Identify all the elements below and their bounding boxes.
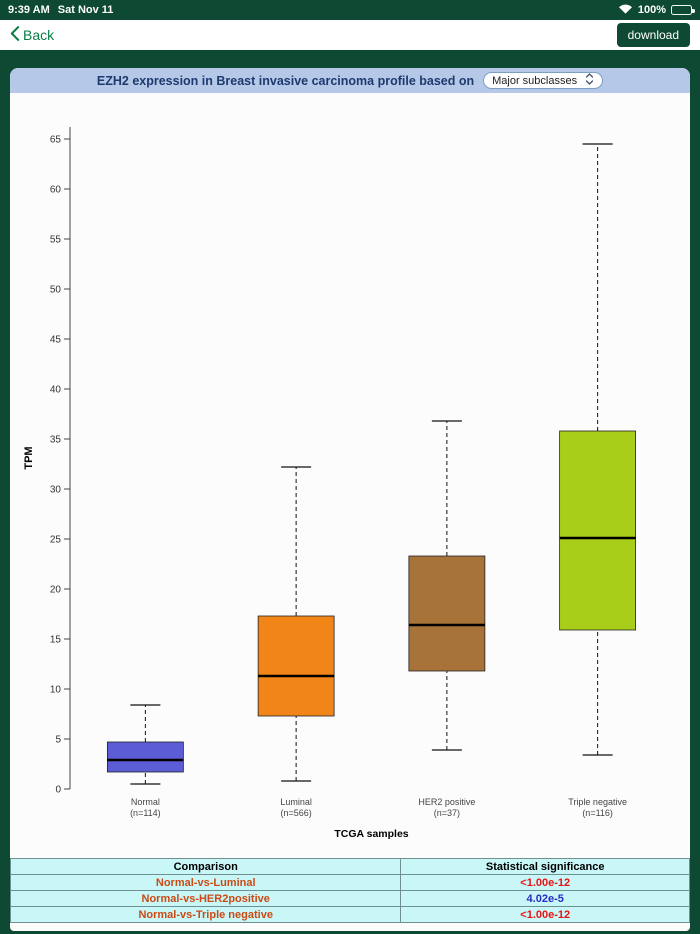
- table-row: Normal-vs-Luminal <1.00e-12: [10, 874, 690, 891]
- svg-text:0: 0: [55, 785, 61, 796]
- svg-text:20: 20: [50, 585, 62, 596]
- svg-text:(n=566): (n=566): [280, 808, 311, 818]
- svg-text:50: 50: [50, 285, 62, 296]
- table-row: Normal-vs-HER2positive 4.02e-5: [10, 890, 690, 907]
- chart-title: EZH2 expression in Breast invasive carci…: [96, 73, 475, 88]
- content-panel: EZH2 expression in Breast invasive carci…: [10, 68, 690, 931]
- dropdown-value: Major subclasses: [492, 74, 578, 87]
- download-button[interactable]: download: [616, 23, 690, 47]
- comparison-header: Comparison: [10, 858, 402, 875]
- significance-cell: <1.00e-12: [400, 906, 690, 923]
- box-triple-negative: Triple negative(n=116): [559, 143, 637, 818]
- box-luminal: Luminal(n=566): [257, 466, 335, 818]
- comparison-cell: Normal-vs-Luminal: [10, 874, 402, 891]
- dropdown-arrows-icon: [585, 73, 594, 88]
- svg-text:60: 60: [50, 185, 62, 196]
- svg-text:TPM: TPM: [23, 446, 35, 469]
- battery-icon: [671, 5, 695, 15]
- svg-text:Triple negative: Triple negative: [568, 797, 627, 807]
- svg-text:30: 30: [50, 485, 62, 496]
- table-row: Normal-vs-Triple negative <1.00e-12: [10, 906, 690, 923]
- back-label: Back: [23, 27, 55, 43]
- wifi-icon: [618, 3, 633, 17]
- svg-text:35: 35: [50, 435, 62, 446]
- svg-text:45: 45: [50, 335, 62, 346]
- comparison-cell: Normal-vs-Triple negative: [10, 906, 402, 923]
- svg-text:(n=114): (n=114): [130, 808, 161, 818]
- status-time: 9:39 AM: [8, 4, 50, 16]
- back-button[interactable]: Back: [10, 26, 54, 44]
- box-her2-positive: HER2 positive(n=37): [408, 420, 486, 818]
- status-bar: 9:39 AM Sat Nov 11 100%: [0, 0, 700, 20]
- svg-text:HER2 positive: HER2 positive: [418, 797, 475, 807]
- svg-text:(n=116): (n=116): [582, 808, 613, 818]
- svg-text:TCGA samples: TCGA samples: [334, 828, 408, 840]
- svg-text:Luminal: Luminal: [280, 797, 312, 807]
- svg-text:5: 5: [55, 735, 61, 746]
- svg-text:65: 65: [50, 135, 62, 146]
- svg-text:55: 55: [50, 235, 62, 246]
- svg-text:15: 15: [50, 635, 62, 646]
- boxplot-chart: 0 5 10 15 20 25 30 35 40 45 50 55 60 65 TPM Normal (n=11…: [10, 93, 690, 852]
- table-header-row: Comparison Statistical significance: [10, 858, 690, 875]
- significance-cell: <1.00e-12: [400, 874, 690, 891]
- battery-percent: 100%: [637, 4, 666, 16]
- svg-text:10: 10: [50, 685, 62, 696]
- navigation-bar: Back download: [0, 20, 700, 50]
- box-normal: Normal(n=114): [106, 704, 184, 818]
- significance-cell: 4.02e-5: [400, 890, 690, 907]
- svg-text:25: 25: [50, 535, 62, 546]
- svg-text:(n=37): (n=37): [434, 808, 460, 818]
- panel-header: EZH2 expression in Breast invasive carci…: [10, 68, 690, 93]
- significance-header: Statistical significance: [400, 858, 690, 875]
- subclass-dropdown[interactable]: Major subclasses: [483, 72, 604, 89]
- significance-table: Comparison Statistical significance Norm…: [10, 858, 690, 923]
- status-date: Sat Nov 11: [57, 4, 114, 16]
- svg-text:40: 40: [50, 385, 62, 396]
- comparison-cell: Normal-vs-HER2positive: [10, 890, 402, 907]
- back-chevron-icon: [10, 26, 20, 44]
- svg-text:Normal: Normal: [131, 797, 160, 807]
